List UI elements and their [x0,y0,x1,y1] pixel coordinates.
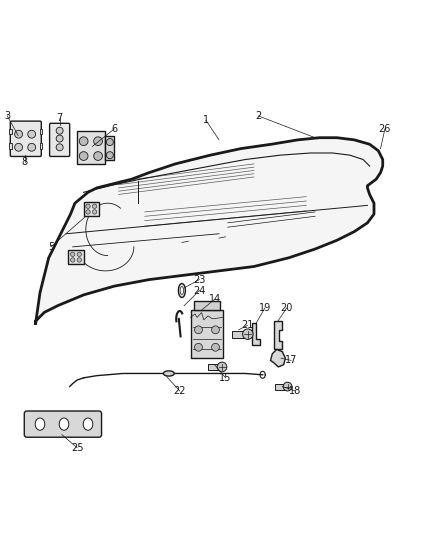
Circle shape [14,143,22,151]
Text: 17: 17 [285,356,297,365]
Circle shape [212,326,219,334]
Text: 5: 5 [48,242,54,252]
Polygon shape [271,350,286,367]
FancyBboxPatch shape [11,121,41,157]
Circle shape [92,210,97,214]
Circle shape [106,139,113,146]
Circle shape [71,252,75,256]
Text: 15: 15 [219,373,232,383]
FancyBboxPatch shape [49,123,70,157]
Bar [106,135,114,159]
Circle shape [217,362,227,372]
Circle shape [28,143,35,151]
Text: 25: 25 [71,443,83,453]
Circle shape [14,130,22,138]
Ellipse shape [83,418,93,430]
Circle shape [77,252,81,256]
Bar [39,143,42,149]
Bar [191,310,223,358]
Bar [275,384,286,390]
Circle shape [194,326,202,334]
Text: 2: 2 [255,111,261,121]
Text: 3: 3 [4,111,11,121]
Text: 6: 6 [111,124,117,134]
Text: 22: 22 [173,386,186,396]
Circle shape [79,152,88,160]
Text: 14: 14 [208,294,221,304]
Ellipse shape [163,371,174,376]
Bar [232,330,246,338]
Text: 23: 23 [193,274,205,285]
Circle shape [212,343,219,351]
Text: 7: 7 [57,113,63,123]
Ellipse shape [178,284,185,297]
Text: 1: 1 [203,115,209,125]
Polygon shape [252,323,261,345]
Circle shape [92,204,97,208]
Circle shape [77,258,81,262]
Circle shape [86,204,90,208]
Bar [39,129,42,134]
FancyBboxPatch shape [24,411,102,437]
Bar [84,202,99,216]
Circle shape [28,130,35,138]
Circle shape [283,382,292,391]
Polygon shape [35,138,383,323]
Text: 18: 18 [289,386,301,396]
Circle shape [56,127,63,134]
Bar [10,143,12,149]
Ellipse shape [59,418,69,430]
Polygon shape [274,321,283,350]
Bar [77,131,106,164]
Bar [10,129,12,134]
Ellipse shape [180,287,184,294]
Text: 24: 24 [193,286,205,295]
Circle shape [86,210,90,214]
Bar [208,364,220,370]
Circle shape [94,137,102,146]
Bar [194,301,220,310]
Ellipse shape [35,418,45,430]
Text: 20: 20 [280,303,293,313]
Text: 26: 26 [379,124,391,134]
Circle shape [79,137,88,146]
Circle shape [56,144,63,151]
Text: 8: 8 [21,157,28,167]
Circle shape [106,152,113,159]
Text: 21: 21 [241,320,254,330]
Circle shape [56,135,63,142]
Circle shape [194,343,202,351]
Bar [68,250,84,264]
Circle shape [71,258,75,262]
Circle shape [94,152,102,160]
Text: 19: 19 [259,303,271,313]
Circle shape [243,329,253,340]
